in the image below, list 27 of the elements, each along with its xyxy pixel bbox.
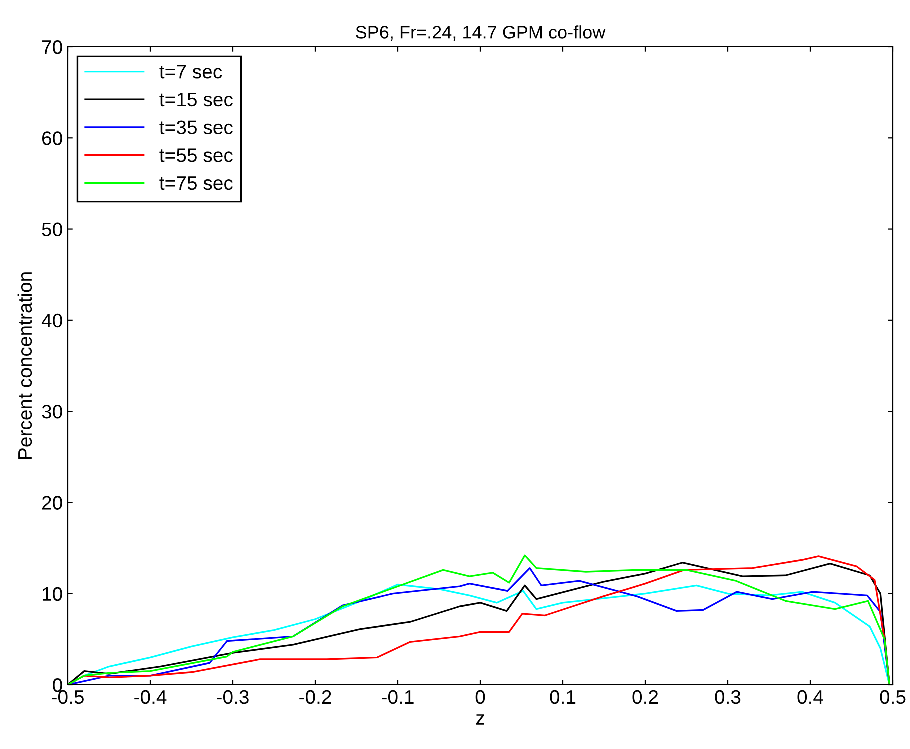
x-tick-label: 0.3 xyxy=(715,690,741,704)
legend-label: t=35 sec xyxy=(160,120,233,134)
y-axis-title: Percent concentration xyxy=(18,272,32,459)
y-tick-label: 30 xyxy=(42,405,62,419)
chart-title: SP6, Fr=.24, 14.7 GPM co-flow xyxy=(356,26,606,41)
legend-label: t=15 sec xyxy=(160,93,233,107)
legend-label: t=55 sec xyxy=(160,148,233,162)
legend-label: t=7 sec xyxy=(160,65,222,79)
y-tick-label: 20 xyxy=(42,496,62,510)
x-axis-title: z xyxy=(476,714,484,725)
x-tick-label: 0 xyxy=(476,690,486,704)
y-tick-label: 0 xyxy=(53,678,62,692)
x-tick-label: 0.4 xyxy=(798,690,824,704)
y-tick-label: 70 xyxy=(42,40,62,54)
y-tick-label: 50 xyxy=(42,222,62,237)
x-tick-label: 0.2 xyxy=(632,690,658,704)
x-tick-label: -0.2 xyxy=(300,690,332,704)
x-tick-label: -0.4 xyxy=(134,690,167,704)
y-tick-label: 10 xyxy=(42,587,62,602)
x-tick-label: 0.1 xyxy=(550,690,576,704)
legend-label: t=75 sec xyxy=(160,176,233,190)
x-tick-label: 0.5 xyxy=(880,690,906,704)
x-tick-label: -0.1 xyxy=(382,690,414,704)
x-tick-label: -0.3 xyxy=(217,690,249,704)
x-tick-label: -0.5 xyxy=(52,690,84,704)
y-tick-label: 40 xyxy=(42,314,62,328)
y-tick-label: 60 xyxy=(42,132,62,146)
